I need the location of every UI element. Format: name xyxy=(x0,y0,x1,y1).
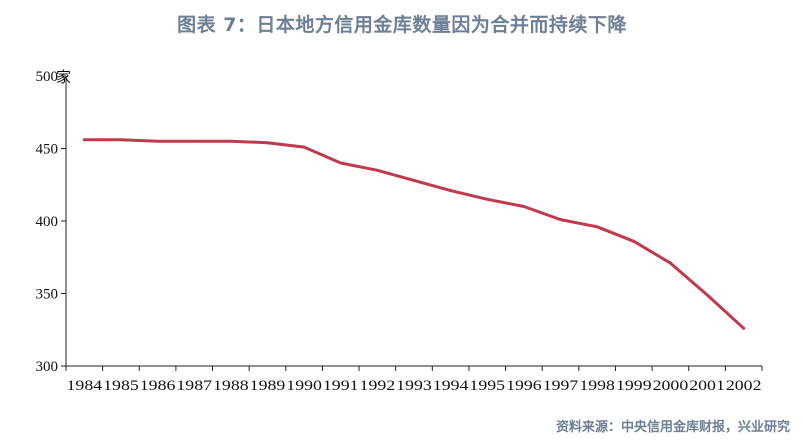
data-point xyxy=(485,197,489,201)
x-tick-label: 1998 xyxy=(579,378,615,394)
x-tick-label: 1999 xyxy=(616,378,652,394)
data-point xyxy=(302,145,306,149)
x-tick-label: 1988 xyxy=(213,378,249,394)
x-tick-label: 2001 xyxy=(689,378,725,394)
data-point xyxy=(266,141,269,145)
data-point xyxy=(449,189,453,192)
x-tick-label: 2002 xyxy=(726,378,762,394)
x-tick-label: 1996 xyxy=(506,378,542,394)
x-tick-label: 1994 xyxy=(433,378,469,394)
data-point xyxy=(119,138,123,142)
x-tick-label: 1991 xyxy=(323,378,359,394)
x-tick-label: 1989 xyxy=(250,378,286,394)
x-tick-label: 1984 xyxy=(67,378,103,394)
y-tick-label: 300 xyxy=(36,359,59,375)
x-axis-ticks: 1984 1985 1986 1987 1988 1989 1990 1991 1992 1993… xyxy=(65,366,763,394)
y-tick-label: 500 xyxy=(36,69,59,85)
y-axis-ticks: 300 350 400 450 500 xyxy=(36,69,66,375)
data-point xyxy=(339,161,343,165)
data-point xyxy=(82,138,86,142)
data-point xyxy=(156,139,159,143)
chart-title: 图表 7：日本地方信用金库数量因为合并而持续下降 xyxy=(177,14,627,36)
data-point xyxy=(192,139,196,143)
x-tick-label: 1993 xyxy=(396,378,432,394)
x-tick-label: 1992 xyxy=(360,378,396,394)
source-note: 资料来源：中央信用金库财报，兴业研究 xyxy=(555,420,790,435)
data-point xyxy=(742,326,746,330)
x-tick-label: 1995 xyxy=(469,378,505,394)
y-tick-label: 450 xyxy=(36,142,59,158)
data-point xyxy=(595,225,599,229)
series-group xyxy=(82,138,746,330)
y-axis-unit-label: 家 xyxy=(56,68,71,86)
x-tick-label: 2000 xyxy=(653,378,689,394)
x-tick-label: 1985 xyxy=(103,378,139,394)
data-point xyxy=(229,139,233,143)
data-point xyxy=(412,179,416,182)
data-point xyxy=(375,168,379,172)
data-point xyxy=(632,239,636,243)
chart-axes xyxy=(65,76,762,367)
data-point xyxy=(669,261,672,265)
x-tick-label: 1986 xyxy=(140,378,176,394)
data-point xyxy=(705,293,709,297)
data-point xyxy=(559,218,562,221)
y-tick-label: 400 xyxy=(36,214,59,230)
x-tick-label: 1990 xyxy=(286,378,322,394)
x-tick-label: 1997 xyxy=(543,378,579,394)
data-point xyxy=(522,205,526,208)
series-line xyxy=(82,138,746,330)
x-tick-label: 1987 xyxy=(176,378,212,394)
y-tick-label: 350 xyxy=(36,287,59,303)
